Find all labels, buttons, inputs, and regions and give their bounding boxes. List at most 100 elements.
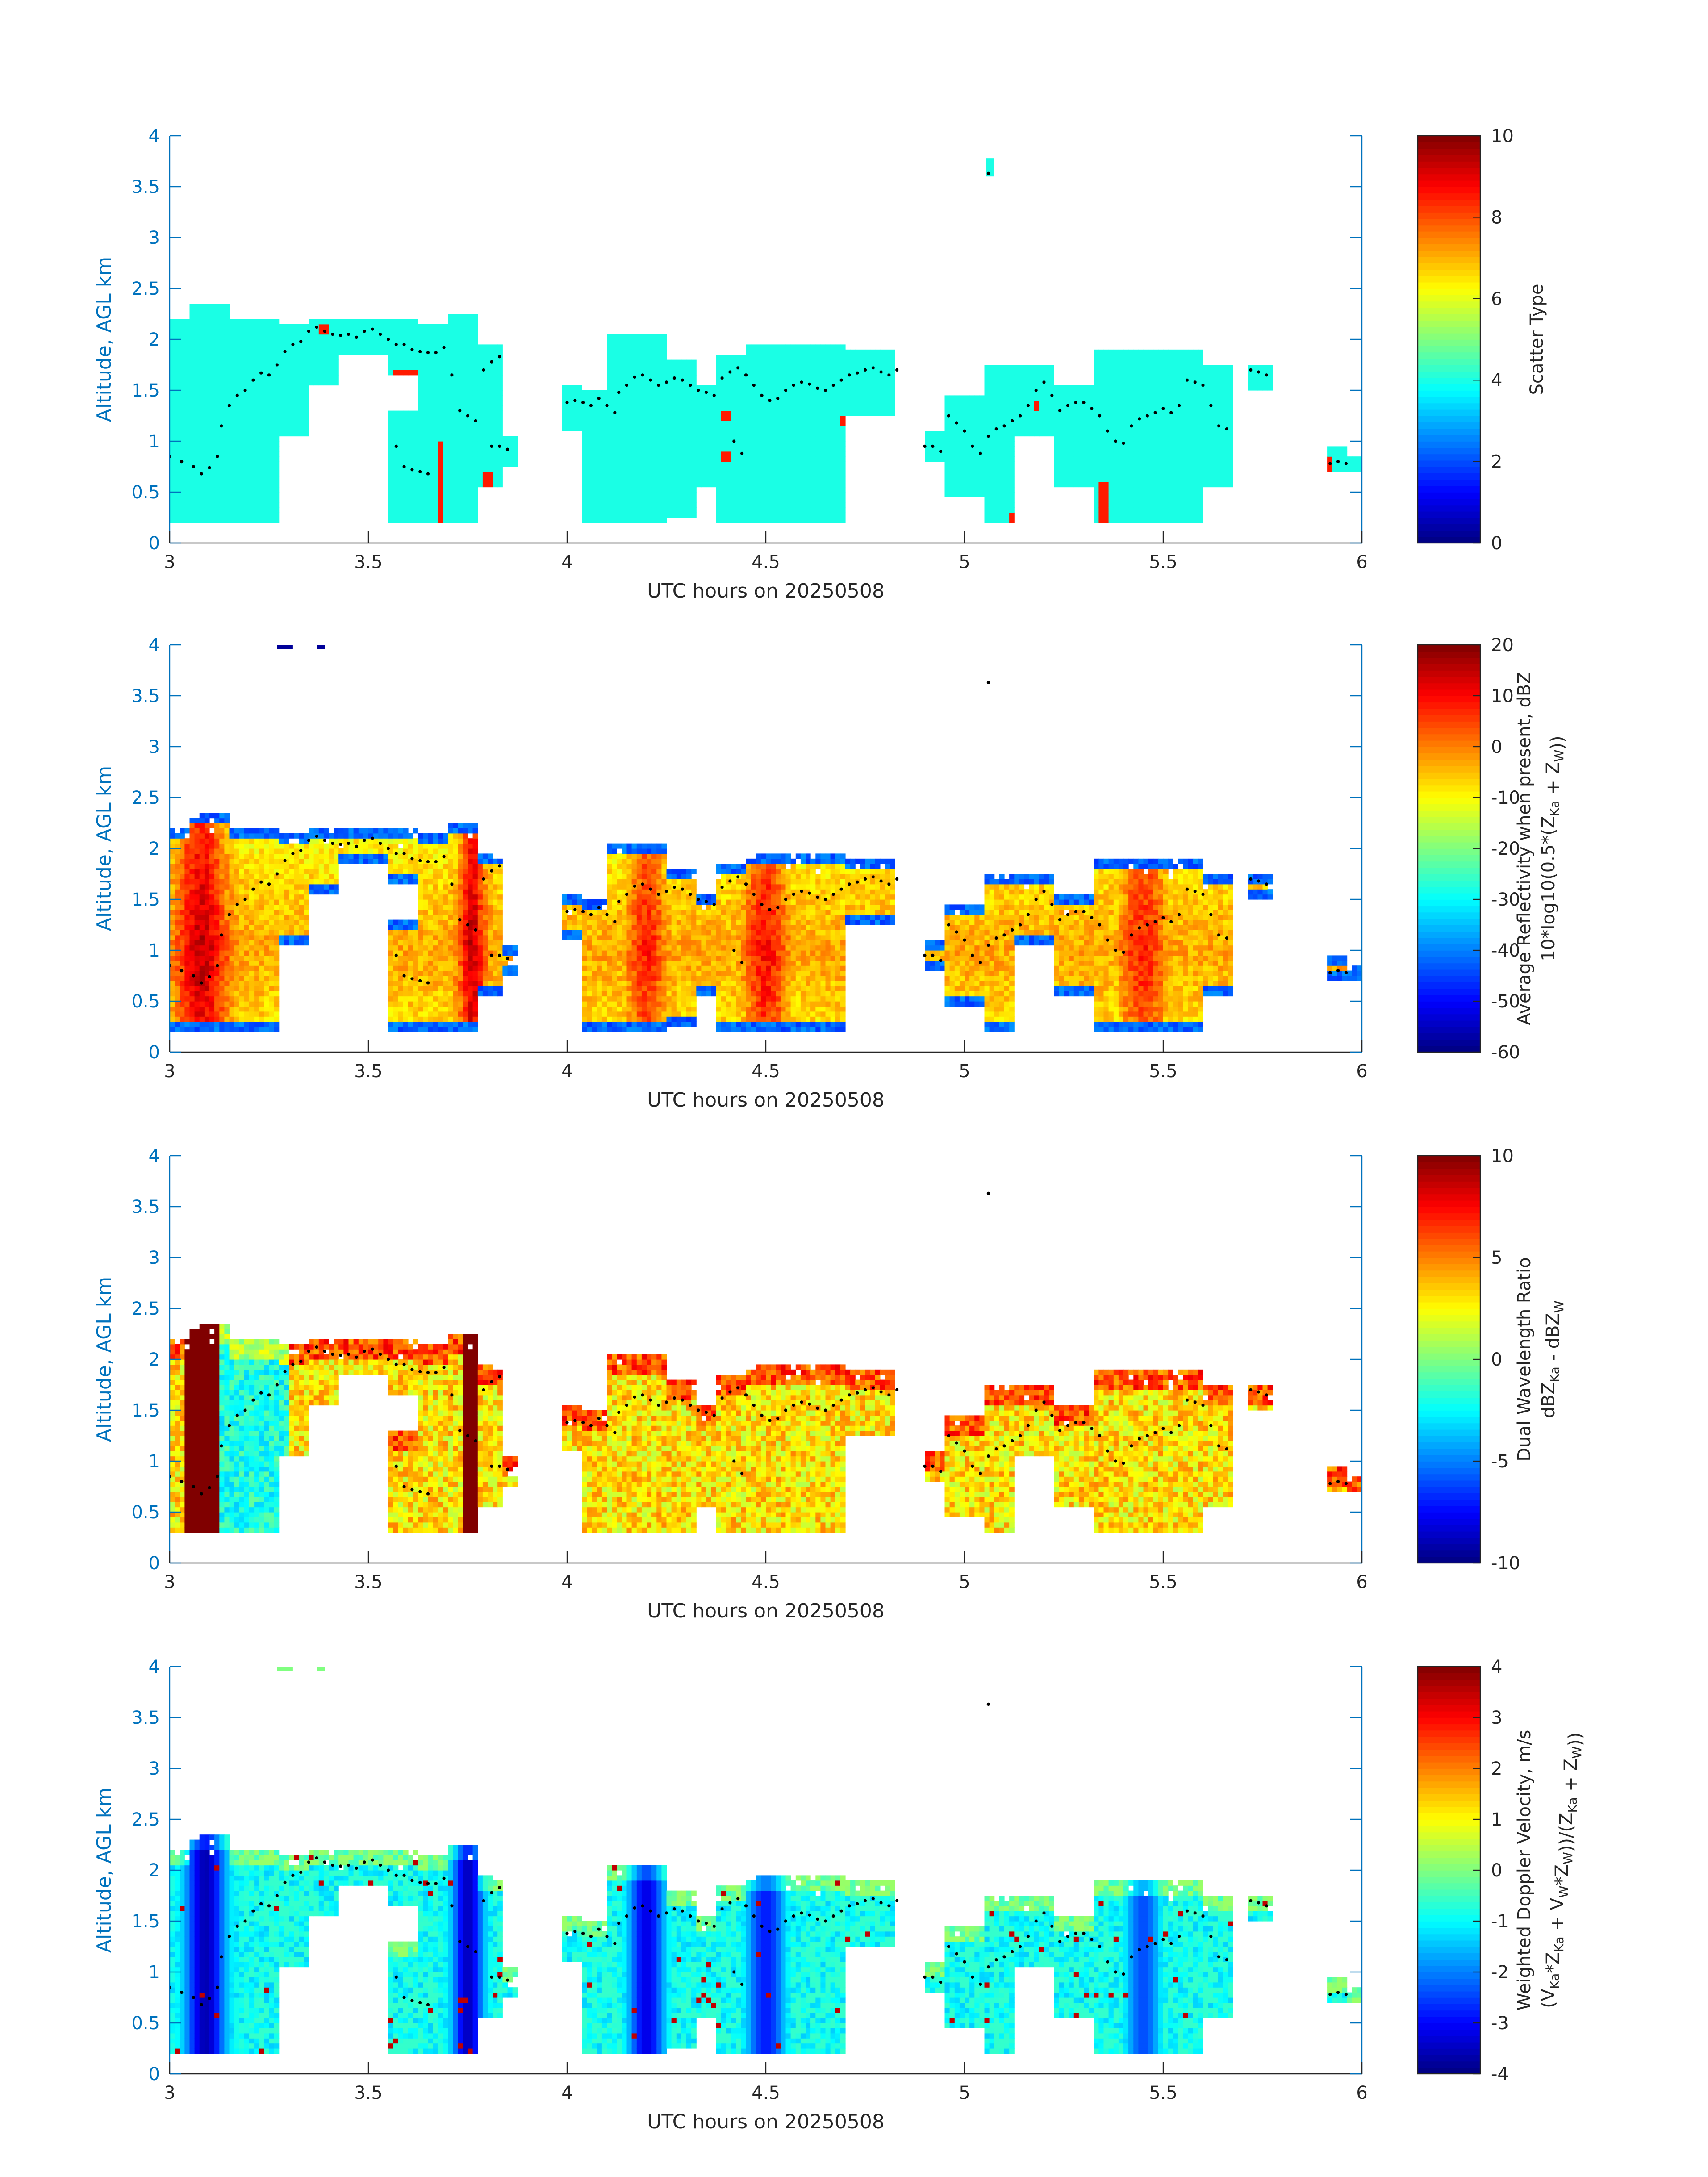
- heatmap-cell: [974, 395, 980, 401]
- heatmap-cell: [835, 482, 841, 488]
- heatmap-cell: [199, 421, 205, 426]
- heatmap-cell: [716, 467, 722, 472]
- heatmap-cell: [209, 441, 215, 447]
- heatmap-cell: [468, 451, 473, 457]
- heatmap-cell: [418, 441, 423, 447]
- heatmap-cell: [199, 370, 205, 376]
- heatmap-cell: [209, 431, 215, 437]
- heatmap-cell: [254, 518, 259, 523]
- heatmap-cell: [721, 395, 727, 401]
- heatmap-cell: [820, 446, 826, 452]
- heatmap-cell: [363, 344, 369, 350]
- heatmap-cell: [711, 426, 717, 431]
- heatmap-cell: [636, 334, 642, 340]
- heatmap-cell: [493, 467, 498, 472]
- heatmap-cell: [279, 380, 284, 386]
- heatmap-cell: [736, 507, 741, 513]
- heatmap-cell: [1089, 441, 1094, 447]
- heatmap-cell: [1148, 487, 1154, 493]
- heatmap-cell: [472, 370, 478, 376]
- heatmap-cell: [204, 344, 210, 350]
- heatmap-cell: [830, 410, 836, 416]
- heatmap-cell: [403, 426, 409, 431]
- heatmap-cell: [870, 355, 876, 360]
- heatmap-cell: [651, 476, 657, 482]
- heatmap-cell: [214, 324, 220, 330]
- heatmap-cell: [785, 451, 791, 457]
- heatmap-cell: [651, 359, 657, 365]
- heatmap-cell: [741, 380, 747, 386]
- heatmap-cell: [507, 461, 513, 467]
- heatmap-cell: [681, 461, 687, 467]
- heatmap-cell: [1014, 395, 1019, 401]
- heatmap-cell: [204, 329, 210, 335]
- heatmap-cell: [800, 518, 806, 523]
- heatmap-cell: [860, 380, 866, 386]
- heatmap-cell: [731, 451, 736, 457]
- heatmap-cell: [771, 482, 776, 488]
- heatmap-cell: [1108, 451, 1114, 457]
- heatmap-cell: [239, 339, 245, 345]
- heatmap-cell: [299, 334, 304, 340]
- heatmap-cell: [741, 436, 747, 442]
- heatmap-cell: [204, 451, 210, 457]
- heatmap-cell: [1113, 426, 1119, 431]
- heatmap-cell: [438, 365, 443, 370]
- heatmap-cell: [979, 400, 985, 406]
- heatmap-cell: [443, 492, 448, 497]
- heatmap-cell: [180, 380, 185, 386]
- heatmap-cell: [214, 518, 220, 523]
- heatmap-cell: [219, 492, 225, 497]
- heatmap-cell: [229, 436, 235, 442]
- heatmap-cell: [1049, 405, 1054, 411]
- heatmap-cell: [1094, 349, 1099, 355]
- heatmap-cell: [1004, 370, 1010, 376]
- heatmap-cell: [999, 431, 1005, 437]
- heatmap-cell: [472, 482, 478, 488]
- heatmap-cell: [587, 395, 593, 401]
- heatmap-cell: [666, 482, 672, 488]
- heatmap-cell: [234, 451, 240, 457]
- heatmap-cell: [676, 431, 682, 437]
- heatmap-cell: [1098, 431, 1104, 437]
- heatmap-cell: [636, 512, 642, 518]
- heatmap-cell: [482, 365, 488, 370]
- heatmap-cell: [1073, 451, 1079, 457]
- heatmap-cell: [388, 467, 394, 472]
- heatmap-cell: [810, 472, 816, 477]
- heatmap-cell: [1064, 441, 1069, 447]
- heatmap-cell: [835, 375, 841, 380]
- heatmap-cell: [433, 365, 438, 370]
- heatmap-cell: [840, 446, 846, 452]
- heatmap-cell: [453, 410, 458, 416]
- heatmap-cell: [453, 492, 458, 497]
- heatmap-cell: [423, 441, 429, 447]
- heatmap-cell: [815, 476, 821, 482]
- heatmap-cell: [681, 426, 687, 431]
- heatmap-cell: [840, 451, 846, 457]
- heatmap-cell: [691, 416, 697, 421]
- heatmap-cell: [1089, 476, 1094, 482]
- heatmap-cell: [1004, 436, 1010, 442]
- heatmap-cell: [1049, 370, 1054, 376]
- heatmap-cell: [299, 416, 304, 421]
- heatmap-cell: [631, 334, 637, 340]
- heatmap-cell: [840, 395, 846, 401]
- heatmap-cell: [1148, 492, 1154, 497]
- heatmap-cell: [666, 380, 672, 386]
- heatmap-cell: [234, 467, 240, 472]
- heatmap-cell: [269, 370, 275, 376]
- heatmap-cell: [671, 467, 677, 472]
- heatmap-cell: [309, 324, 314, 330]
- heatmap-cell: [204, 507, 210, 513]
- heatmap-cell: [617, 441, 622, 447]
- heatmap-cell: [398, 359, 404, 365]
- heatmap-cell: [840, 507, 846, 513]
- heatmap-cell: [184, 436, 190, 442]
- heatmap-cell: [771, 400, 776, 406]
- heatmap-cell: [488, 467, 493, 472]
- heatmap-cell: [175, 416, 180, 421]
- heatmap-cell: [1078, 472, 1084, 477]
- heatmap-cell: [766, 446, 771, 452]
- heatmap-cell: [686, 487, 692, 493]
